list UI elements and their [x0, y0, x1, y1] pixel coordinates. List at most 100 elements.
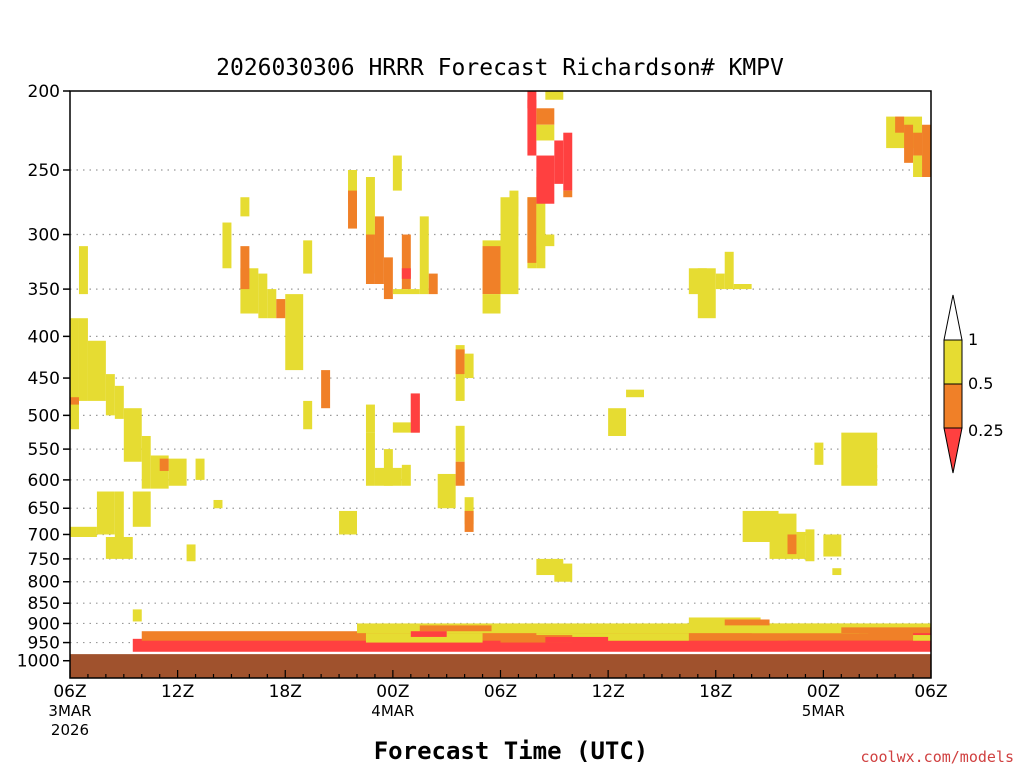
ri-cell — [841, 432, 878, 486]
ri-cell — [545, 636, 609, 643]
ri-cell — [751, 623, 860, 634]
y-tick-label: 1000 — [17, 652, 60, 672]
ri-cell — [132, 638, 931, 652]
ri-cell — [132, 491, 151, 527]
ri-cell — [410, 393, 420, 433]
ri-cell — [258, 273, 268, 319]
ri-cell — [464, 510, 474, 532]
x-tick-label: 12Z — [161, 682, 194, 702]
ri-cell — [536, 177, 546, 269]
ri-cell — [339, 510, 357, 535]
ri-cell — [365, 404, 375, 433]
ri-cell — [904, 124, 914, 163]
ri-cell — [455, 425, 465, 462]
legend-swatch-05-1 — [943, 339, 963, 385]
ri-cell — [114, 385, 124, 419]
ri-cell — [626, 389, 644, 398]
ri-cell — [832, 568, 842, 576]
heatmap-cells — [70, 91, 931, 652]
ri-cell — [105, 536, 133, 559]
ri-cell — [267, 289, 277, 319]
ri-cell — [715, 273, 725, 290]
ri-cell — [348, 169, 357, 204]
ri-cell — [437, 473, 456, 509]
x-tick-label: 3MAR — [48, 702, 91, 720]
ri-cell — [733, 284, 752, 290]
ri-cell — [536, 124, 555, 141]
ri-cell — [419, 216, 429, 295]
y-tick-label: 750 — [28, 550, 60, 570]
ri-cell — [868, 631, 931, 637]
y-tick-label: 800 — [28, 573, 60, 593]
ri-cell — [222, 222, 232, 269]
ri-cell — [70, 526, 97, 537]
credit-text: coolwx.com/models — [860, 748, 1014, 766]
y-tick-label: 700 — [28, 525, 60, 545]
ri-cell — [922, 124, 931, 178]
ri-cell — [913, 155, 923, 178]
ri-cell — [455, 461, 465, 486]
ri-cell — [482, 246, 501, 295]
ri-cell — [787, 640, 914, 645]
ri-cell — [428, 273, 438, 295]
y-tick-label: 350 — [28, 280, 60, 300]
ri-cell — [823, 534, 842, 557]
ri-cell — [392, 155, 402, 191]
ri-cell — [563, 132, 573, 191]
ri-cell — [114, 491, 124, 547]
x-tick-label: 18Z — [699, 682, 732, 702]
y-tick-label: 900 — [28, 614, 60, 634]
ri-cell — [787, 534, 797, 555]
x-tick-label: 06Z — [484, 682, 517, 702]
ri-cell — [401, 268, 411, 279]
ri-cell — [186, 544, 196, 562]
ri-cell — [392, 422, 411, 433]
ri-cell — [554, 140, 564, 184]
y-tick-label: 950 — [28, 634, 60, 654]
ri-cell — [545, 91, 564, 100]
ri-cell — [563, 190, 573, 198]
ri-cell — [240, 246, 250, 290]
y-tick-label: 550 — [28, 440, 60, 460]
ri-cell — [401, 234, 411, 290]
ri-cell — [814, 442, 824, 465]
ri-cell — [697, 268, 716, 319]
ri-cell — [536, 155, 555, 204]
plot-frame — [69, 90, 932, 679]
ri-cell — [536, 633, 689, 641]
x-tick-label: 12Z — [591, 682, 624, 702]
y-tick-label: 250 — [28, 161, 60, 181]
y-tick-label: 650 — [28, 499, 60, 519]
ri-cell — [536, 234, 555, 247]
ri-cell — [96, 491, 115, 535]
ri-cell — [357, 623, 931, 634]
ri-cell — [383, 449, 393, 486]
legend-label: 0.25 — [968, 421, 1004, 440]
ri-cell — [78, 246, 88, 295]
ri-cell — [482, 294, 501, 314]
y-tick-label: 850 — [28, 594, 60, 614]
y-tick-label: 600 — [28, 471, 60, 491]
ri-cell — [374, 467, 402, 486]
legend-label: 1 — [968, 330, 978, 349]
ri-cell — [365, 633, 483, 643]
ri-cell — [321, 370, 331, 409]
ri-cell — [276, 299, 286, 319]
x-tick-label: 06Z — [914, 682, 947, 702]
ri-cell — [455, 349, 465, 375]
ri-cell — [141, 435, 151, 489]
ri-cell — [285, 294, 304, 371]
ri-cell — [78, 318, 88, 401]
ri-cell — [509, 190, 519, 217]
ri-cell — [913, 132, 923, 156]
y-tick-label: 500 — [28, 406, 60, 426]
chart-title: 2026030306 HRRR Forecast Richardson# KMP… — [216, 55, 784, 81]
legend: 1 0.5 0.25 — [943, 294, 1004, 474]
ri-cell — [365, 432, 375, 486]
ri-cell — [392, 289, 420, 295]
x-tick-label: 00Z — [807, 682, 840, 702]
ri-cell — [895, 116, 905, 133]
y-tick-label: 200 — [28, 82, 60, 102]
ri-cell — [374, 216, 384, 285]
